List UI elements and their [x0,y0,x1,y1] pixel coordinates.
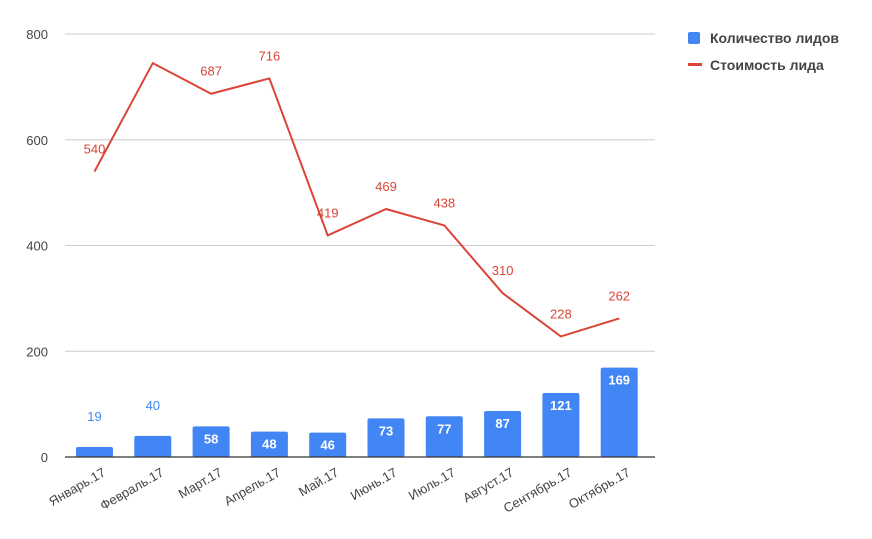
legend-item-cost[interactable]: Стоимость лида [688,51,839,78]
bar-data-label: 77 [437,421,451,436]
bar[interactable] [134,435,172,457]
y-tick-label: 200 [26,344,48,359]
bar[interactable] [192,426,230,457]
y-tick-label: 400 [26,239,48,254]
y-tick-label: 600 [26,133,48,148]
grid-lines [65,33,655,352]
line-data-label: 228 [550,306,572,321]
y-tick-label: 0 [41,450,48,465]
y-axis-ticks: 0 200 400 600 800 [26,27,48,465]
line-data-label: 262 [608,288,630,303]
bar[interactable] [425,416,463,457]
bar-data-label: 121 [550,398,572,413]
bar-data-label: 169 [608,373,630,388]
x-tick-label: Март.17 [176,465,225,502]
y-tick-label: 800 [26,27,48,42]
x-tick-label: Февраль.17 [97,465,166,513]
legend-swatch-cost [688,63,702,66]
bar-data-label: 87 [495,416,509,431]
bar-series-leads: 19 40 58 48 46 73 77 87 121 169 [76,367,638,457]
legend-label-leads: Количество лидов [710,29,840,46]
cost-line[interactable] [93,62,620,338]
bar-data-label: 58 [204,431,218,446]
line-data-label: 438 [433,195,455,210]
line-data-label: 419 [317,205,339,220]
legend-item-leads[interactable]: Количество лидов [688,24,839,51]
line-data-label: 540 [84,141,106,156]
bar[interactable] [367,418,405,457]
line-data-label: 310 [492,263,514,278]
bar[interactable] [542,393,580,457]
line-data-label: 687 [200,64,222,79]
bar-data-label: 73 [379,423,393,438]
bar[interactable] [309,432,347,457]
x-tick-label: Апрель.17 [222,465,283,509]
legend: Количество лидов Стоимость лида [688,24,839,78]
bar[interactable] [76,446,113,457]
legend-label-cost: Стоимость лида [710,56,824,73]
bar[interactable] [484,410,522,457]
bar-data-label: 19 [87,409,101,424]
line-data-label: 469 [375,179,397,194]
x-tick-label: Июль.17 [406,465,458,504]
bar[interactable] [250,431,288,457]
bar[interactable] [600,367,638,457]
legend-swatch-leads [688,31,700,44]
bar-data-label: 48 [262,437,276,452]
bar-data-label: 46 [320,438,334,453]
x-tick-label: Май.17 [296,465,341,500]
line-series-cost: 540 687 716 419 469 438 310 228 262 [84,48,630,338]
x-tick-label: Октябрь.17 [566,465,633,512]
bar-data-label: 40 [146,398,160,413]
x-tick-label: Июнь.17 [348,465,400,504]
line-data-label: 716 [259,48,281,63]
